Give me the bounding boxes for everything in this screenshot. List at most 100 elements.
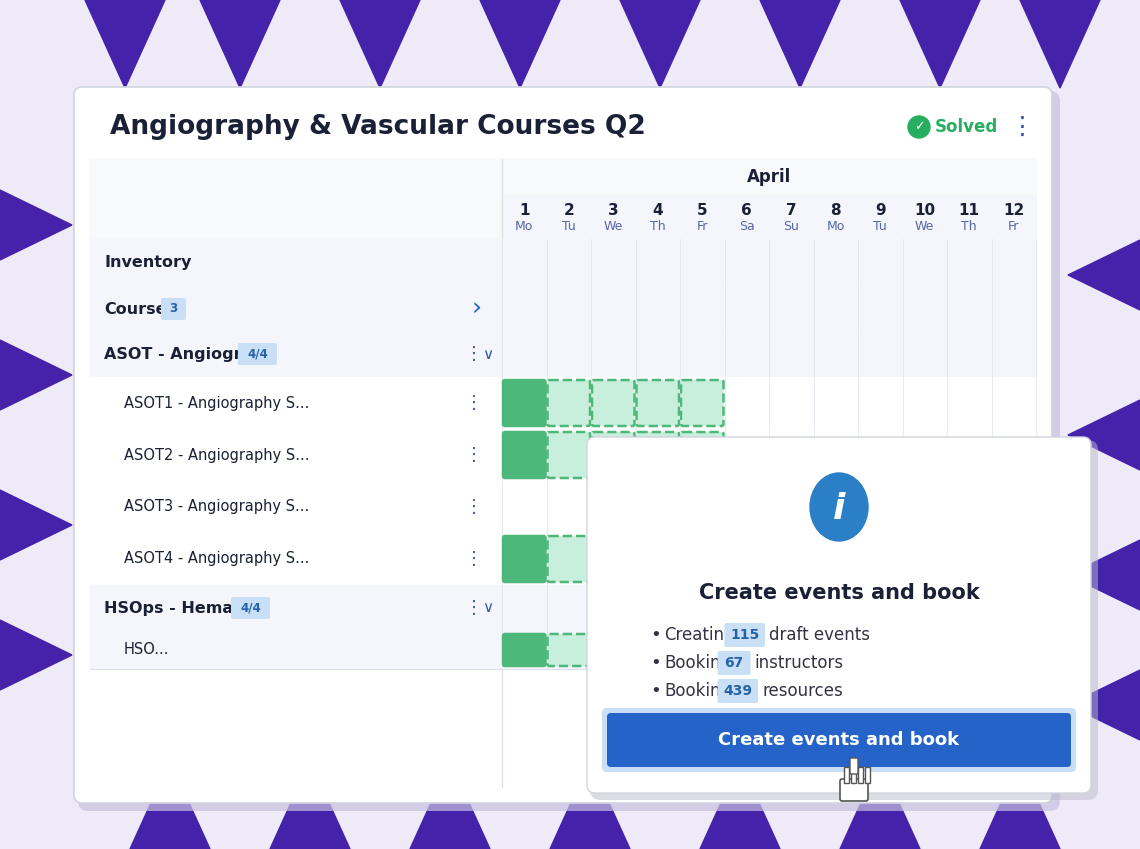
FancyBboxPatch shape bbox=[74, 87, 1052, 803]
Bar bbox=[502, 195, 1036, 239]
FancyBboxPatch shape bbox=[681, 380, 724, 426]
Text: ✓: ✓ bbox=[914, 121, 925, 133]
Text: ⋮: ⋮ bbox=[465, 498, 483, 516]
Text: 4/4: 4/4 bbox=[241, 601, 261, 615]
Text: HSO...: HSO... bbox=[124, 643, 170, 657]
Text: Tu: Tu bbox=[873, 220, 887, 233]
Bar bbox=[90, 585, 502, 631]
Text: 11: 11 bbox=[959, 203, 979, 218]
Text: draft events: draft events bbox=[768, 626, 870, 644]
Text: 2: 2 bbox=[563, 203, 575, 218]
Text: 67: 67 bbox=[725, 656, 743, 670]
Polygon shape bbox=[899, 0, 980, 88]
Text: 10: 10 bbox=[914, 203, 935, 218]
Text: i: i bbox=[833, 492, 845, 526]
FancyBboxPatch shape bbox=[636, 380, 679, 426]
FancyBboxPatch shape bbox=[717, 679, 758, 703]
Text: ASOT1 - Angiography S...: ASOT1 - Angiography S... bbox=[124, 396, 309, 411]
Text: ASOT - Angiogra...: ASOT - Angiogra... bbox=[104, 346, 271, 362]
Text: Inventory: Inventory bbox=[104, 256, 192, 271]
Text: Creating: Creating bbox=[663, 626, 734, 644]
Text: 12: 12 bbox=[1003, 203, 1025, 218]
FancyBboxPatch shape bbox=[717, 651, 750, 675]
Polygon shape bbox=[700, 761, 780, 849]
Text: ⋮: ⋮ bbox=[465, 446, 483, 464]
FancyBboxPatch shape bbox=[503, 634, 546, 666]
FancyBboxPatch shape bbox=[636, 432, 679, 478]
Polygon shape bbox=[1068, 540, 1140, 610]
Text: Mo: Mo bbox=[515, 220, 534, 233]
Bar bbox=[502, 429, 1036, 481]
Text: ›: › bbox=[472, 297, 482, 321]
Text: Fr: Fr bbox=[697, 220, 708, 233]
Text: instructors: instructors bbox=[755, 654, 844, 672]
FancyBboxPatch shape bbox=[850, 758, 858, 774]
Text: •: • bbox=[650, 654, 661, 672]
Text: 7: 7 bbox=[785, 203, 797, 218]
FancyBboxPatch shape bbox=[231, 597, 270, 619]
Polygon shape bbox=[840, 761, 920, 849]
Polygon shape bbox=[86, 0, 165, 88]
Text: 3: 3 bbox=[170, 302, 178, 316]
Text: 4/4: 4/4 bbox=[247, 347, 268, 361]
Text: HSOps - Hemato...: HSOps - Hemato... bbox=[104, 600, 270, 616]
FancyBboxPatch shape bbox=[238, 343, 277, 365]
FancyBboxPatch shape bbox=[840, 779, 868, 801]
Text: 4: 4 bbox=[652, 203, 663, 218]
Polygon shape bbox=[480, 0, 560, 88]
Text: Create events and book: Create events and book bbox=[718, 731, 960, 749]
Text: ∨: ∨ bbox=[482, 600, 494, 616]
FancyBboxPatch shape bbox=[547, 432, 591, 478]
Bar bbox=[90, 533, 502, 585]
Bar bbox=[502, 585, 1036, 631]
Text: Create events and book: Create events and book bbox=[699, 583, 979, 603]
Text: resources: resources bbox=[763, 682, 842, 700]
Ellipse shape bbox=[811, 473, 868, 541]
Bar bbox=[90, 331, 502, 377]
Bar bbox=[90, 287, 502, 331]
Polygon shape bbox=[620, 0, 700, 88]
FancyBboxPatch shape bbox=[503, 380, 546, 426]
Polygon shape bbox=[1020, 0, 1100, 88]
Text: Fr: Fr bbox=[1008, 220, 1019, 233]
Bar bbox=[502, 631, 1036, 669]
Text: Sa: Sa bbox=[739, 220, 755, 233]
FancyBboxPatch shape bbox=[602, 708, 1076, 772]
FancyBboxPatch shape bbox=[503, 536, 546, 582]
Text: ⋮: ⋮ bbox=[1010, 115, 1034, 139]
Bar bbox=[865, 767, 870, 783]
Text: •: • bbox=[650, 626, 661, 644]
Text: Solved: Solved bbox=[935, 118, 999, 136]
FancyBboxPatch shape bbox=[591, 440, 1098, 800]
Bar bbox=[858, 767, 863, 783]
Bar bbox=[90, 631, 502, 669]
Text: ⋮: ⋮ bbox=[465, 550, 483, 568]
FancyBboxPatch shape bbox=[592, 380, 635, 426]
Bar bbox=[90, 159, 502, 239]
Text: ASOT3 - Angiography S...: ASOT3 - Angiography S... bbox=[124, 499, 309, 514]
Text: 9: 9 bbox=[874, 203, 886, 218]
Circle shape bbox=[907, 116, 930, 138]
Bar bbox=[844, 767, 849, 783]
Text: ⋮: ⋮ bbox=[465, 599, 483, 617]
Bar bbox=[502, 481, 1036, 533]
Bar bbox=[502, 331, 1036, 377]
Text: 439: 439 bbox=[724, 684, 752, 698]
Bar bbox=[502, 377, 1036, 429]
Text: April: April bbox=[747, 168, 791, 186]
Text: Courses: Courses bbox=[104, 301, 176, 317]
Bar bbox=[90, 377, 502, 429]
Polygon shape bbox=[340, 0, 420, 88]
Text: We: We bbox=[915, 220, 935, 233]
Polygon shape bbox=[1068, 670, 1140, 740]
Polygon shape bbox=[270, 761, 350, 849]
Polygon shape bbox=[0, 490, 72, 560]
Text: ASOT4 - Angiography S...: ASOT4 - Angiography S... bbox=[124, 552, 309, 566]
Text: ∨: ∨ bbox=[482, 346, 494, 362]
FancyBboxPatch shape bbox=[503, 432, 546, 478]
Polygon shape bbox=[200, 0, 280, 88]
Polygon shape bbox=[1068, 400, 1140, 470]
Text: ASOT2 - Angiography S...: ASOT2 - Angiography S... bbox=[124, 447, 309, 463]
Text: 1: 1 bbox=[519, 203, 529, 218]
Text: Booking: Booking bbox=[663, 682, 731, 700]
